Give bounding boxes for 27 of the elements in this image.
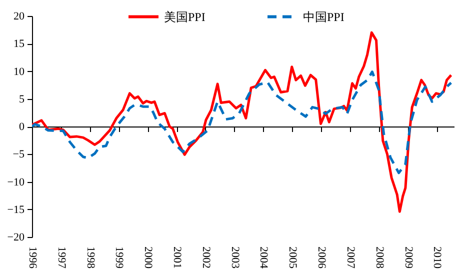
x-tick-label: 2004 [258, 246, 270, 269]
legend-label: 美国PPI [164, 10, 206, 24]
x-tick-label: 2010 [431, 246, 444, 269]
x-tick-label: 1997 [55, 246, 68, 269]
x-tick-label: 1999 [113, 246, 126, 269]
y-tick-label: 5 [19, 93, 25, 106]
y-tick-label: 10 [14, 66, 25, 78]
x-tick-label: 2006 [316, 246, 328, 269]
y-tick-label: −5 [12, 148, 25, 161]
y-tick-label: 0 [19, 121, 25, 133]
y-tick-label: 20 [14, 10, 25, 22]
y-tick-label: 15 [14, 38, 25, 50]
x-tick-label: 2000 [142, 246, 154, 269]
x-tick-label: 1998 [84, 246, 96, 269]
x-tick-label: 2008 [373, 246, 386, 269]
x-tick-label: 2001 [171, 246, 184, 268]
x-tick-label: 2003 [228, 246, 241, 269]
x-tick-label: 2002 [200, 246, 212, 268]
y-tick-label: −10 [7, 176, 25, 188]
x-tick-label: 2007 [344, 246, 356, 269]
y-tick-label: −15 [7, 204, 25, 216]
x-tick-label: 2005 [286, 246, 299, 269]
x-tick-label: 2009 [402, 246, 414, 269]
line-series [32, 70, 452, 174]
legend-label: 中国PPI [303, 10, 344, 24]
y-tick-label: −20 [7, 232, 25, 244]
x-tick-label: 1996 [26, 246, 38, 269]
